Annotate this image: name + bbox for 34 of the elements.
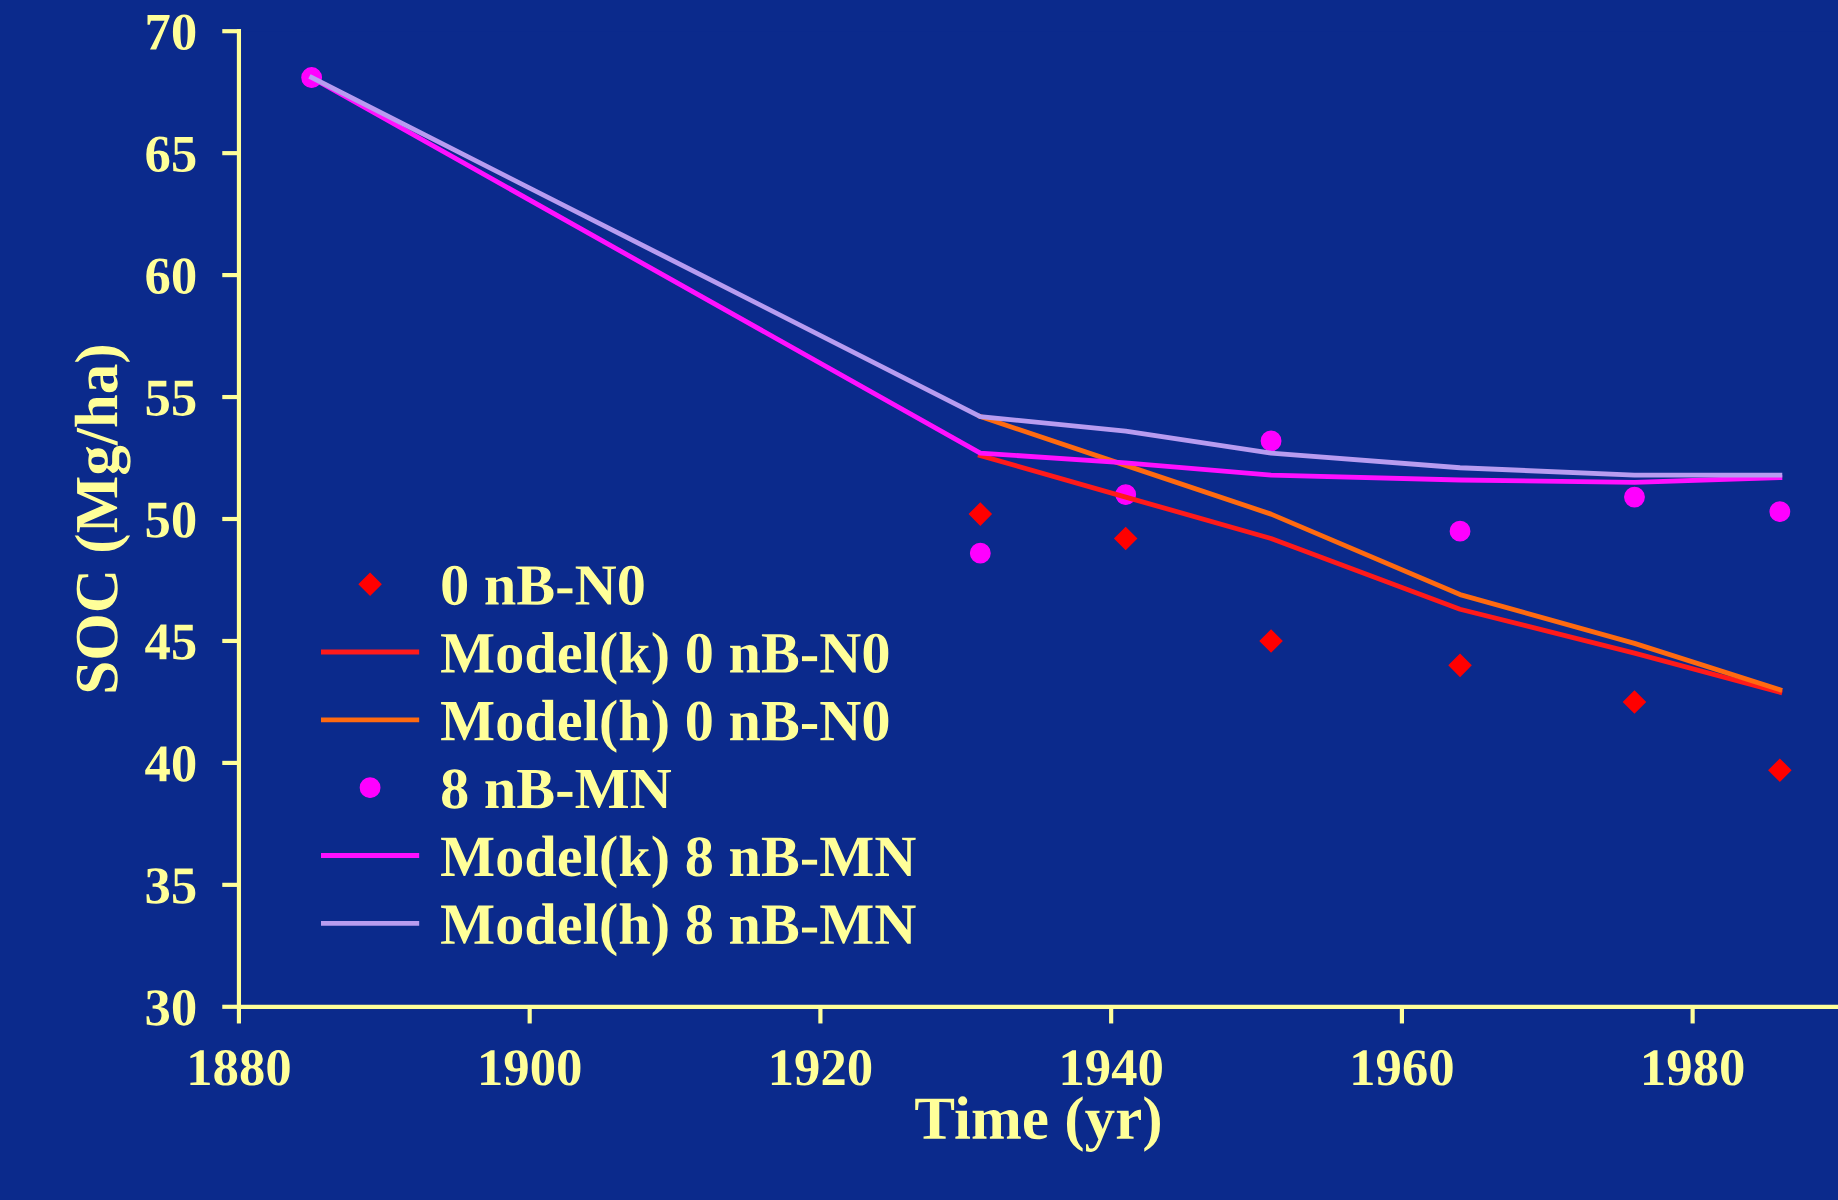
point (969, 542, 991, 564)
x-tick-label: 1900 (481, 1049, 581, 1086)
x-tick-label: 1940 (1062, 1049, 1162, 1086)
point (1449, 520, 1471, 542)
y-tick-label: 50 (146, 502, 196, 538)
point (1114, 527, 1138, 551)
y-tick-label: 30 (146, 990, 196, 1026)
legend-label: 0 nB-N0 (442, 565, 644, 606)
y-axis-title: SOC (Mg/ha) (74, 345, 131, 692)
point (1259, 629, 1283, 653)
y-tick-label: 45 (145, 624, 196, 660)
point (1622, 690, 1646, 714)
legend-label: Model(h) 0 nB-N0 (441, 699, 889, 753)
point (1769, 501, 1791, 523)
legend-label: Model(h) 8 nB-MN (441, 903, 916, 957)
point (968, 502, 992, 526)
point (1448, 653, 1472, 677)
x-axis-title: Time (yr) (915, 1096, 1160, 1152)
x-tick-label: 1880 (190, 1049, 290, 1086)
x-tick-label: 1960 (1353, 1049, 1453, 1086)
legend-label: Model(k) 0 nB-N0 (441, 631, 889, 685)
point (1260, 430, 1282, 452)
y-tick-label: 40 (145, 746, 196, 782)
y-tick-label: 60 (146, 258, 196, 294)
point (1768, 758, 1792, 782)
y-tick-label: 70 (147, 14, 196, 51)
y-tick-label: 35 (146, 868, 196, 904)
x-tick-label: 1980 (1644, 1049, 1744, 1086)
legend-label: 8 nB-MN (442, 769, 672, 809)
y-tick-label: 65 (146, 136, 196, 172)
legend-label: Model(k) 8 nB-MN (441, 835, 916, 889)
y-tick-label: 55 (146, 380, 196, 416)
point (1624, 486, 1645, 508)
x-tick-label: 1920 (771, 1049, 872, 1086)
